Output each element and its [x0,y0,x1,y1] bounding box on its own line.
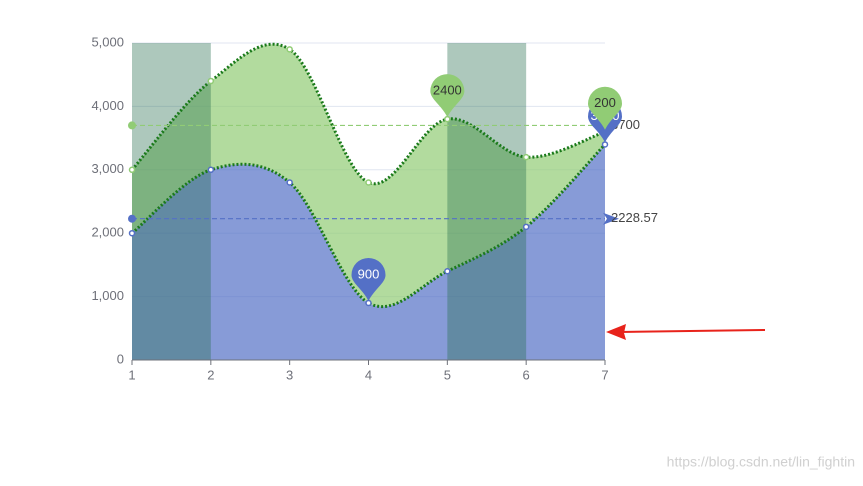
x-tick-label: 6 [523,367,530,382]
y-tick-label: 5,000 [91,34,124,49]
x-tick-label: 2 [207,367,214,382]
x-tick-label: 1 [128,367,135,382]
point [365,179,372,186]
point [128,229,136,237]
point [365,299,372,307]
x-tick-label: 4 [365,367,372,382]
point [522,223,530,231]
point [286,179,293,186]
point [128,166,136,174]
point [207,77,215,85]
pin [351,257,386,301]
point [286,46,293,53]
pin-label: 2400 [433,83,462,98]
y-tick-label: 3,000 [91,161,124,176]
point [522,153,530,161]
annotation-arrow-head [606,324,626,340]
y-tick-label: 1,000 [91,288,124,303]
x-tick-label: 5 [444,367,451,382]
y-tick-label: 4,000 [91,98,124,113]
area-series-0 [132,144,605,360]
watermark: https://blog.csdn.net/lin_fightin [667,454,855,470]
average-label: 2228.57 [611,210,658,225]
y-tick-label: 2,000 [91,225,124,240]
annotation-arrow [619,329,766,333]
point [601,141,609,148]
point [207,166,215,174]
pin [588,86,622,130]
pin-label: 900 [358,266,380,281]
x-tick-label: 7 [601,367,608,382]
x-tick-label: 3 [286,367,293,382]
pin [430,74,465,118]
area-series-1 [132,44,605,307]
point [444,267,451,275]
mark-area [132,43,211,360]
y-tick-label: 0 [117,351,124,366]
average-arrow [603,212,619,225]
pin-label: 200 [594,95,616,110]
point [444,115,451,123]
